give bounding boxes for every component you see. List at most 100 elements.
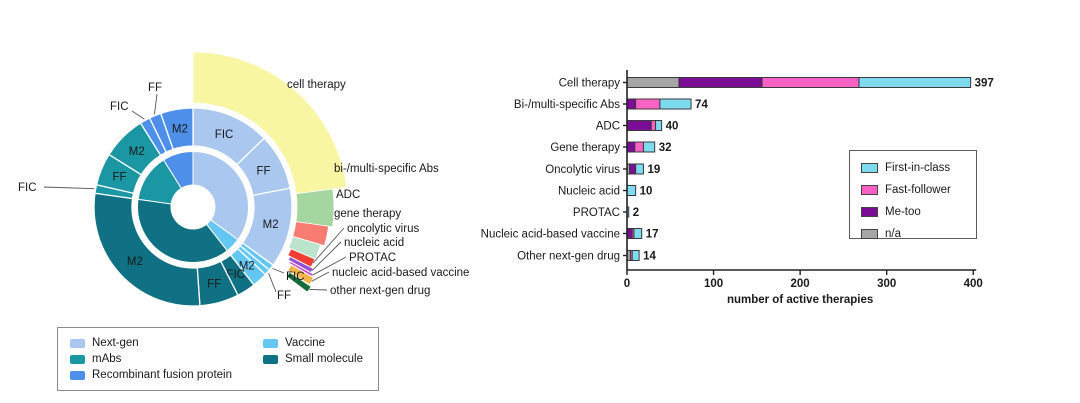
class-label-bi-multi-specific-abs: bi-/multi-specific Abs bbox=[334, 163, 439, 175]
rfp-swatch bbox=[70, 370, 85, 380]
x-tick-label-200: 200 bbox=[791, 278, 810, 290]
sunburst-inner-ring-small-molecule bbox=[137, 198, 228, 263]
legend-item-first-in-class: First-in-class bbox=[861, 162, 950, 174]
leader-line-protac bbox=[312, 256, 347, 276]
category-label-bi-multi-specific-abs: Bi-/multi-specific Abs bbox=[514, 99, 620, 111]
bar-segment-nucleic-acid-based-vaccine-first-in-class bbox=[633, 228, 643, 239]
sunburst-legend: Next-gen mAbs Recombinant fusion protein… bbox=[57, 327, 379, 391]
category-label-nucleic-acid: Nucleic acid bbox=[558, 186, 620, 198]
bar-segment-bi-multi-specific-abs-first-in-class bbox=[659, 98, 692, 110]
bar-total-adc: 40 bbox=[666, 121, 679, 133]
bar-total-other-next-gen-drug: 14 bbox=[643, 251, 656, 263]
outer-arc-cell-therapy bbox=[192, 51, 348, 195]
ring-label-next-gen-ff: FF bbox=[256, 165, 270, 177]
ring-label-mabs-m2: M2 bbox=[129, 146, 145, 158]
vaccine-swatch bbox=[263, 338, 278, 348]
legend-label: First-in-class bbox=[885, 162, 951, 174]
legend-label: Small molecule bbox=[285, 353, 363, 365]
x-tick-label-100: 100 bbox=[704, 278, 723, 290]
bar-segment-gene-therapy-me-too bbox=[626, 141, 636, 153]
bar-segment-adc-first-in-class bbox=[655, 120, 663, 131]
callout-rfp-ff: FF bbox=[148, 82, 162, 94]
legend-label: Next-gen bbox=[92, 337, 139, 349]
bar-segment-cell-therapy-n-a bbox=[626, 77, 680, 88]
outer-arc-gene-therapy bbox=[288, 235, 322, 260]
sunburst-inner-ring-recombinant-fusion-protein bbox=[162, 150, 194, 190]
category-label-protac: PROTAC bbox=[573, 207, 620, 219]
leader-line-oncolytic-virus bbox=[312, 227, 345, 264]
legend-item-next-gen: Next-gen bbox=[70, 337, 139, 349]
bar-segment-oncolytic-virus-first-in-class bbox=[635, 163, 644, 175]
na-swatch bbox=[861, 229, 878, 239]
category-label-gene-therapy: Gene therapy bbox=[550, 142, 620, 154]
callout-rfp-ff-line bbox=[154, 93, 158, 115]
class-label-nucleic-acid: nucleic acid bbox=[344, 237, 404, 249]
next-gen-swatch bbox=[70, 338, 85, 348]
bar-total-bi-multi-specific-abs: 74 bbox=[695, 99, 708, 111]
callout-rfp-fic-line bbox=[131, 110, 145, 120]
fast-follower-swatch bbox=[861, 185, 878, 195]
outer-arc-other-next-gen-drug bbox=[285, 271, 312, 293]
legend-item-me-too: Me-too bbox=[861, 206, 921, 218]
callout-mabs-fic: FIC bbox=[18, 182, 37, 194]
category-label-adc: ADC bbox=[596, 121, 620, 133]
bar-segment-cell-therapy-me-too bbox=[678, 77, 763, 88]
bar-chart-legend: First-in-class Fast-follower Me-too n/a bbox=[849, 150, 977, 240]
x-tick-label-300: 300 bbox=[877, 278, 896, 290]
bar-segment-oncolytic-virus-me-too bbox=[629, 163, 637, 175]
legend-item-na: n/a bbox=[861, 228, 901, 240]
bar-total-gene-therapy: 32 bbox=[659, 142, 672, 154]
bar-total-cell-therapy: 397 bbox=[975, 78, 994, 90]
sunburst-segment-recombinant-fusion-protein-m2 bbox=[159, 107, 194, 151]
legend-item-small-molecule: Small molecule bbox=[263, 353, 363, 365]
legend-label: Fast-follower bbox=[885, 184, 951, 196]
bar-segment-nucleic-acid-first-in-class bbox=[626, 185, 637, 196]
x-tick-label-400: 400 bbox=[964, 278, 983, 290]
ring-label-recombinant-fusion-protein-m2: M2 bbox=[172, 124, 188, 136]
legend-label: Vaccine bbox=[285, 337, 326, 349]
ring-label-small-molecule-ff: FF bbox=[207, 279, 221, 291]
category-label-other-next-gen-drug: Other next-gen drug bbox=[517, 251, 620, 263]
legend-label: Recombinant fusion protein bbox=[92, 369, 232, 381]
small-molecule-swatch bbox=[263, 354, 278, 364]
legend-item-vaccine: Vaccine bbox=[263, 337, 325, 349]
bar-segment-gene-therapy-first-in-class bbox=[642, 141, 656, 153]
callout-vaccine-fic-line bbox=[272, 268, 285, 274]
callout-rfp-fic: FIC bbox=[110, 101, 129, 113]
bar-segment-bi-multi-specific-abs-fast-follower bbox=[635, 98, 661, 110]
ring-label-next-gen-fic: FIC bbox=[215, 129, 234, 141]
class-label-protac: PROTAC bbox=[349, 252, 396, 264]
bar-segment-bi-multi-specific-abs-me-too bbox=[626, 98, 637, 110]
bar-segment-gene-therapy-fast-follower bbox=[634, 141, 644, 153]
class-label-other-next-gen-drug: other next-gen drug bbox=[330, 285, 430, 297]
bar-total-nucleic-acid-based-vaccine: 17 bbox=[646, 229, 659, 241]
category-label-cell-therapy: Cell therapy bbox=[559, 78, 621, 90]
bar-total-oncolytic-virus: 19 bbox=[647, 164, 660, 176]
class-label-adc: ADC bbox=[336, 189, 360, 201]
class-label-oncolytic-virus: oncolytic virus bbox=[347, 223, 419, 235]
ring-label-mabs-ff: FF bbox=[113, 172, 127, 184]
bar-segment-adc-fast-follower bbox=[650, 120, 657, 131]
ring-label-next-gen-m2: M2 bbox=[263, 219, 279, 231]
class-label-nucleic-acid-based-vaccine: nucleic acid-based vaccine bbox=[332, 267, 469, 279]
bar-segment-other-next-gen-drug-first-in-class bbox=[631, 250, 640, 261]
leader-line-other-next-gen-drug bbox=[309, 288, 328, 291]
sunburst-inner-ring-next-gen bbox=[192, 150, 249, 241]
ring-label-small-molecule-m2: M2 bbox=[127, 256, 143, 268]
class-label-cell-therapy: cell therapy bbox=[287, 79, 346, 91]
leader-line-nucleic-acid-based-vaccine bbox=[311, 271, 330, 282]
callout-vaccine-fic: FIC bbox=[286, 271, 305, 283]
bar-total-protac: 2 bbox=[633, 207, 639, 219]
x-axis-title: number of active therapies bbox=[727, 294, 873, 306]
callout-vaccine-ff-line bbox=[268, 273, 277, 293]
bar-segment-cell-therapy-fast-follower bbox=[761, 77, 860, 88]
me-too-swatch bbox=[861, 207, 878, 217]
legend-label: mAbs bbox=[92, 353, 122, 365]
callout-mabs-fic-line bbox=[43, 186, 95, 190]
leader-line-nucleic-acid bbox=[311, 241, 342, 271]
outer-arc-nucleic-acid-based-vaccine bbox=[287, 264, 315, 286]
legend-item-recombinant-fusion-protein: Recombinant fusion protein bbox=[70, 369, 232, 381]
bar-segment-cell-therapy-first-in-class bbox=[858, 77, 972, 88]
